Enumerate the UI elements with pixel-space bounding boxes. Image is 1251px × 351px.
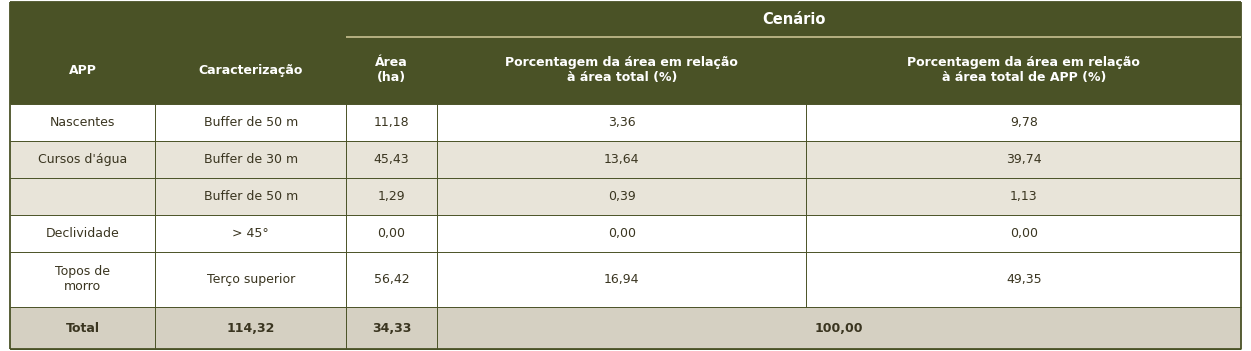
Text: Cursos d'água: Cursos d'água [38, 153, 128, 166]
Bar [347, 37, 437, 104]
Text: Buffer de 50 m: Buffer de 50 m [204, 116, 298, 129]
Text: 1,13: 1,13 [1010, 190, 1037, 203]
Text: Área
(ha): Área (ha) [375, 56, 408, 84]
Text: 114,32: 114,32 [226, 322, 275, 335]
Text: Nascentes: Nascentes [50, 116, 115, 129]
Text: 16,94: 16,94 [604, 273, 639, 286]
Text: 34,33: 34,33 [372, 322, 412, 335]
Bar [437, 37, 807, 104]
Text: Total: Total [65, 322, 100, 335]
Bar [10, 215, 1241, 252]
Text: 0,00: 0,00 [608, 227, 636, 240]
Text: Cenário: Cenário [762, 12, 826, 27]
Text: Buffer de 50 m: Buffer de 50 m [204, 190, 298, 203]
Bar [10, 37, 155, 104]
Text: Declividade: Declividade [46, 227, 120, 240]
Text: 0,00: 0,00 [1010, 227, 1038, 240]
Text: 56,42: 56,42 [374, 273, 409, 286]
Text: 13,64: 13,64 [604, 153, 639, 166]
Text: 0,00: 0,00 [378, 227, 405, 240]
Text: Buffer de 30 m: Buffer de 30 m [204, 153, 298, 166]
Text: APP: APP [69, 64, 96, 77]
Bar [155, 37, 347, 104]
Bar [10, 307, 1241, 349]
Text: Terço superior: Terço superior [206, 273, 295, 286]
Bar [10, 178, 1241, 215]
Bar [10, 2, 347, 37]
Text: Porcentagem da área em relação
à área total de APP (%): Porcentagem da área em relação à área to… [907, 56, 1140, 84]
Bar [10, 104, 1241, 141]
Text: 0,39: 0,39 [608, 190, 636, 203]
Bar [807, 37, 1241, 104]
Text: Caracterização: Caracterização [199, 64, 303, 77]
Text: Porcentagem da área em relação
à área total (%): Porcentagem da área em relação à área to… [505, 56, 738, 84]
Text: 100,00: 100,00 [814, 322, 863, 335]
Text: 11,18: 11,18 [374, 116, 409, 129]
Text: 3,36: 3,36 [608, 116, 636, 129]
Bar [10, 252, 1241, 307]
Text: 49,35: 49,35 [1006, 273, 1042, 286]
Text: Topos de
morro: Topos de morro [55, 265, 110, 293]
Text: 39,74: 39,74 [1006, 153, 1042, 166]
Text: 45,43: 45,43 [374, 153, 409, 166]
Bar [347, 2, 1241, 37]
Text: 9,78: 9,78 [1010, 116, 1037, 129]
Bar [10, 141, 1241, 178]
Text: > 45°: > 45° [233, 227, 269, 240]
Text: 1,29: 1,29 [378, 190, 405, 203]
